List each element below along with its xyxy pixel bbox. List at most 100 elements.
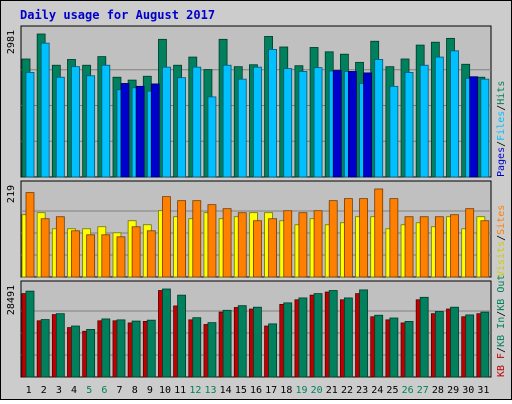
bar-sites-day-23 — [359, 198, 368, 278]
x-tick-label-day-14: 14 — [220, 385, 232, 396]
bar-kb-out-day-30 — [465, 314, 475, 378]
bar-kb-out-day-26 — [404, 321, 414, 378]
bar-sites-day-15 — [237, 212, 247, 278]
bar-files-day-12 — [192, 66, 202, 178]
bar-kb-out-day-12 — [192, 317, 202, 378]
bar-sites-day-30 — [465, 208, 475, 278]
bar-sites-day-25 — [389, 198, 399, 278]
x-tick-label-day-22: 22 — [341, 385, 353, 396]
bar-files-day-28 — [434, 56, 444, 178]
bar-kb-out-day-20 — [313, 293, 323, 378]
bar-sites-day-11 — [177, 200, 187, 278]
bar-kb-out-day-9 — [146, 319, 156, 378]
bar-files-day-6 — [101, 64, 111, 178]
x-tick-label-day-21: 21 — [326, 385, 338, 396]
bar-kb-out-day-25 — [389, 317, 399, 378]
x-tick-label-day-25: 25 — [386, 385, 398, 396]
bar-sites-day-10 — [162, 196, 171, 278]
panel-middle-legend: Visits/Sites — [496, 205, 507, 277]
x-tick-label-day-12: 12 — [189, 385, 201, 396]
x-tick-label-day-9: 9 — [147, 385, 153, 396]
bar-kb-out-day-21 — [328, 290, 338, 378]
bar-sites-day-22 — [343, 198, 353, 278]
bar-sites-day-12 — [192, 200, 202, 278]
bar-sites-day-31 — [480, 220, 490, 278]
bar-files-day-29 — [450, 50, 459, 178]
x-tick-label-day-18: 18 — [280, 385, 292, 396]
legend-entry: Visits — [496, 241, 507, 277]
bar-kb-out-day-16 — [253, 306, 262, 378]
bar-pages-day-30 — [469, 76, 479, 178]
bar-files-day-27 — [419, 64, 429, 178]
bar-kb-out-day-1 — [25, 290, 35, 378]
bar-kb-out-day-18 — [283, 302, 293, 378]
panel-bottom-max-label: 28491 — [6, 285, 17, 315]
bar-sites-day-14 — [222, 208, 232, 278]
bar-pages-day-9 — [150, 83, 160, 178]
bar-sites-day-1 — [25, 192, 35, 278]
bar-pages-day-22 — [347, 71, 357, 178]
bar-sites-day-20 — [313, 210, 323, 278]
bar-sites-day-27 — [419, 216, 429, 278]
bar-kb-out-day-11 — [177, 294, 187, 378]
bar-files-day-18 — [283, 68, 293, 178]
x-tick-label-day-29: 29 — [447, 385, 459, 396]
bar-files-day-15 — [237, 78, 247, 178]
x-tick-label-day-20: 20 — [311, 385, 323, 396]
bar-kb-out-day-27 — [419, 296, 429, 378]
legend-entry: Sites — [496, 205, 507, 235]
bar-pages-day-21 — [332, 70, 342, 178]
bar-sites-day-16 — [253, 220, 262, 278]
bar-sites-day-6 — [101, 234, 111, 278]
bar-files-day-19 — [298, 71, 308, 178]
bar-pages-day-8 — [135, 85, 145, 178]
bar-files-day-20 — [313, 67, 323, 178]
bar-files-day-5 — [86, 75, 96, 178]
bar-sites-day-18 — [283, 210, 293, 278]
bar-sites-day-9 — [146, 230, 156, 278]
bar-kb-out-day-29 — [450, 306, 459, 378]
bar-files-day-16 — [253, 66, 262, 178]
bar-kb-out-day-6 — [101, 318, 111, 378]
x-tick-label-day-24: 24 — [371, 385, 383, 396]
legend-entry: KB In — [496, 317, 507, 347]
bar-sites-day-17 — [268, 218, 277, 278]
legend-entry: / — [496, 347, 507, 353]
bar-pages-day-23 — [363, 72, 372, 178]
bar-sites-day-4 — [71, 230, 80, 278]
x-tick-label-day-17: 17 — [265, 385, 277, 396]
bar-sites-day-29 — [450, 214, 459, 278]
x-tick-label-day-7: 7 — [117, 385, 123, 396]
x-tick-label-day-31: 31 — [477, 385, 489, 396]
bar-files-day-25 — [389, 85, 399, 178]
legend-entry: / — [496, 311, 507, 317]
bar-kb-out-day-2 — [40, 319, 50, 378]
bar-files-day-24 — [374, 59, 384, 178]
bar-sites-day-2 — [40, 218, 50, 278]
bar-files-day-26 — [404, 72, 414, 178]
bar-kb-out-day-8 — [131, 320, 141, 378]
x-tick-label-day-27: 27 — [417, 385, 429, 396]
x-tick-label-day-13: 13 — [204, 385, 216, 396]
x-tick-label-day-1: 1 — [26, 385, 32, 396]
x-tick-label-day-15: 15 — [235, 385, 247, 396]
x-tick-label-day-26: 26 — [402, 385, 414, 396]
legend-entry: KB Out — [496, 275, 507, 311]
x-tick-label-day-11: 11 — [174, 385, 186, 396]
x-tick-label-day-2: 2 — [41, 385, 47, 396]
bar-files-day-2 — [40, 42, 50, 178]
bar-kb-out-day-17 — [268, 323, 277, 378]
bar-sites-day-26 — [404, 216, 414, 278]
bar-files-day-1 — [25, 72, 35, 178]
bar-kb-out-day-31 — [480, 311, 490, 378]
panel-middle-max-label: 219 — [6, 185, 17, 203]
bar-kb-out-day-7 — [116, 319, 126, 378]
x-tick-label-day-30: 30 — [462, 385, 474, 396]
bar-sites-day-5 — [86, 234, 96, 278]
bar-files-day-3 — [55, 76, 65, 178]
bar-kb-out-day-23 — [359, 289, 368, 378]
bar-kb-out-day-24 — [374, 314, 384, 378]
x-tick-label-day-16: 16 — [250, 385, 262, 396]
